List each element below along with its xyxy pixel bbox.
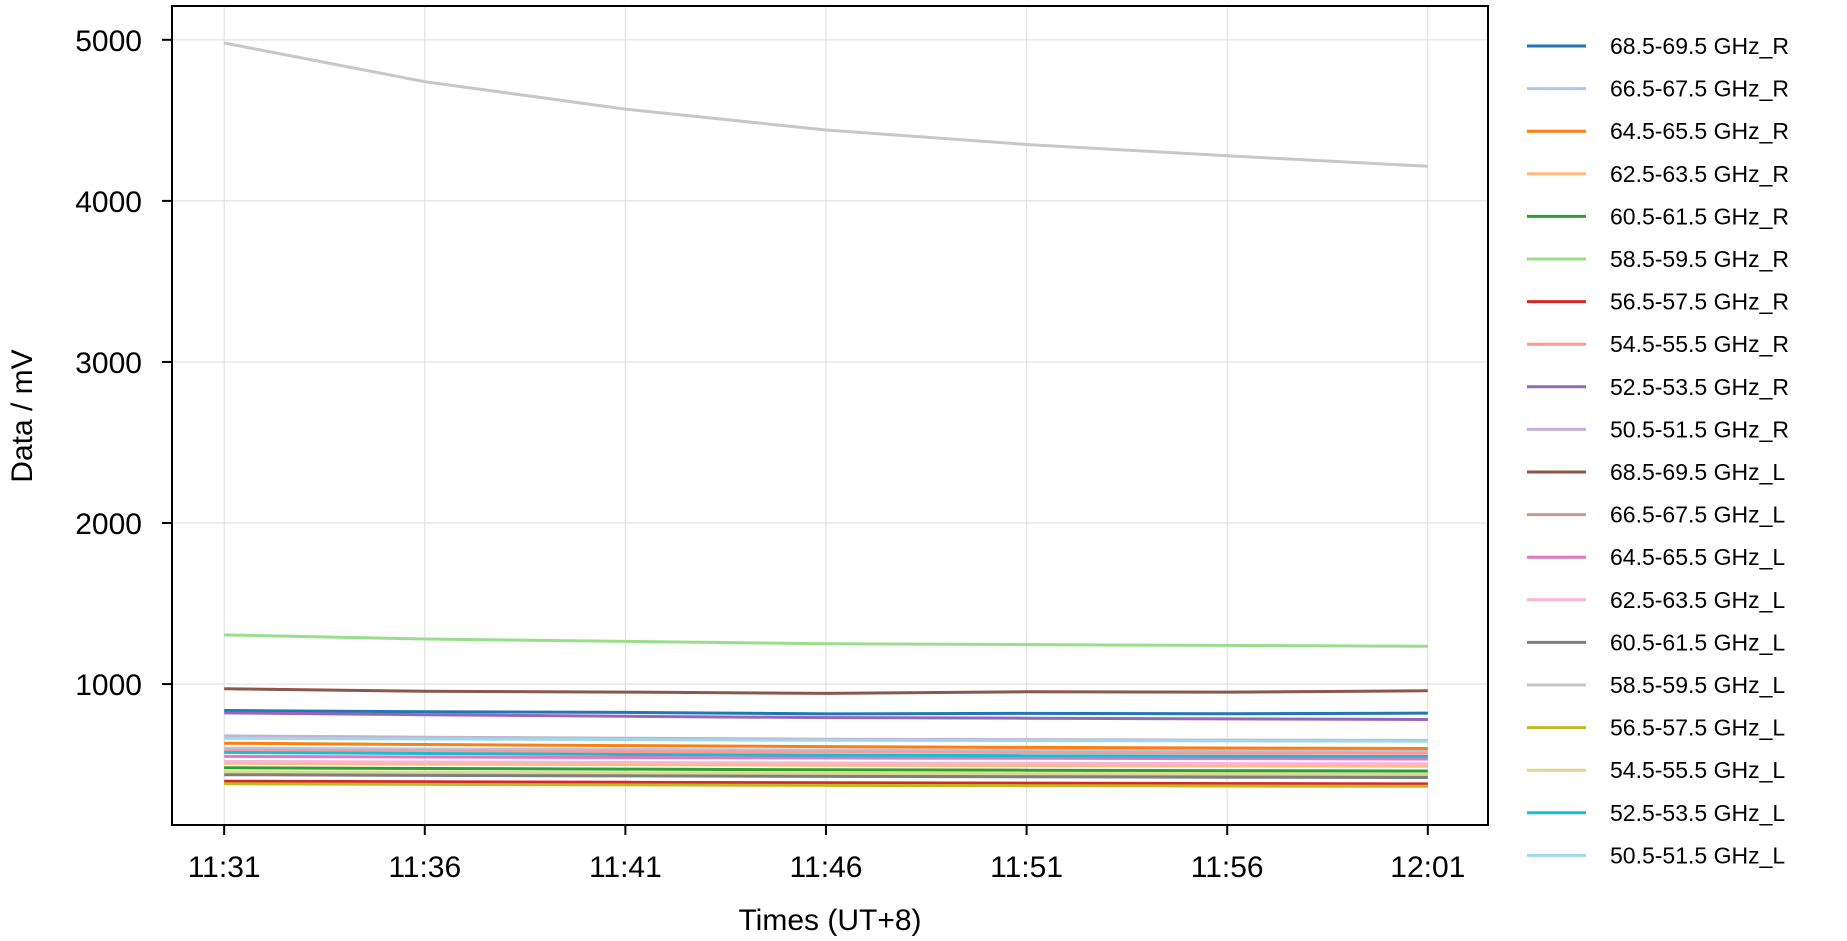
series-lines <box>223 41 1428 788</box>
series-line-58-5-59-5-ghz-l <box>223 41 1428 168</box>
legend: 68.5-69.5 GHz_R 66.5-67.5 GHz_R 64.5-65.5 … <box>1527 33 1789 868</box>
legend-label: 68.5-69.5 GHz_L <box>1610 459 1785 485</box>
legend-label: 64.5-65.5 GHz_R <box>1610 118 1789 144</box>
series-line-54-5-55-5-ghz-l <box>224 770 1428 776</box>
series-line-60-5-61-5-ghz-r <box>224 766 1428 773</box>
series-line-68-5-69-5-ghz-r <box>224 709 1428 716</box>
series-line-54-5-55-5-ghz-r <box>224 748 1428 755</box>
x-axis-label: Times (UT+8) <box>738 904 921 937</box>
x-tick-label: 11:51 <box>990 851 1063 884</box>
legend-label: 58.5-59.5 GHz_L <box>1610 672 1785 698</box>
x-tick-label: 11:56 <box>1191 851 1264 884</box>
legend-label: 54.5-55.5 GHz_R <box>1610 331 1789 357</box>
legend-label: 62.5-63.5 GHz_L <box>1610 587 1785 613</box>
series-line-62-5-63-5-ghz-r <box>224 761 1428 768</box>
series-line-52-5-53-5-ghz-l <box>224 750 1428 758</box>
legend-label: 66.5-67.5 GHz_L <box>1610 502 1785 528</box>
x-tick-label: 11:41 <box>589 851 662 884</box>
series-line-64-5-65-5-ghz-l <box>224 754 1428 761</box>
series-line-64-5-65-5-ghz-r <box>224 741 1428 750</box>
y-tick-label: 3000 <box>75 347 142 380</box>
legend-label: 62.5-63.5 GHz_R <box>1610 161 1789 187</box>
y-tick-label: 1000 <box>75 669 142 702</box>
series-line-56-5-57-5-ghz-r <box>224 779 1428 786</box>
x-tick-label: 11:36 <box>388 851 461 884</box>
legend-label: 54.5-55.5 GHz_L <box>1610 757 1785 783</box>
legend-label: 50.5-51.5 GHz_L <box>1610 842 1785 868</box>
grid <box>172 6 1488 825</box>
legend-label: 56.5-57.5 GHz_L <box>1610 715 1785 741</box>
series-line-66-5-67-5-ghz-r <box>224 746 1428 753</box>
legend-label: 50.5-51.5 GHz_R <box>1610 416 1789 442</box>
series-line-58-5-59-5-ghz-r <box>224 633 1428 648</box>
legend-label: 58.5-59.5 GHz_R <box>1610 246 1789 272</box>
legend-label: 52.5-53.5 GHz_L <box>1610 800 1785 826</box>
series-line-52-5-53-5-ghz-r <box>224 711 1428 721</box>
legend-label: 60.5-61.5 GHz_R <box>1610 203 1789 229</box>
x-tick-label: 11:31 <box>188 851 261 884</box>
legend-label: 66.5-67.5 GHz_R <box>1610 76 1789 102</box>
legend-label: 60.5-61.5 GHz_L <box>1610 629 1785 655</box>
y-tick-label: 4000 <box>75 186 142 219</box>
series-line-50-5-51-5-ghz-l <box>224 736 1428 743</box>
axis-ticks: 11:31 11:36 11:41 11:46 11:51 11:56 12:01 1000 2… <box>75 25 1465 884</box>
series-line-68-5-69-5-ghz-l <box>224 687 1428 695</box>
legend-label: 64.5-65.5 GHz_L <box>1610 544 1785 570</box>
y-axis-label: Data / mV <box>6 349 39 482</box>
legend-label: 56.5-57.5 GHz_R <box>1610 289 1789 315</box>
y-tick-label: 5000 <box>75 25 142 58</box>
y-tick-label: 2000 <box>75 508 142 541</box>
series-line-62-5-63-5-ghz-l <box>224 759 1428 766</box>
series-line-60-5-61-5-ghz-l <box>224 773 1428 779</box>
series-line-56-5-57-5-ghz-l <box>224 782 1428 788</box>
x-tick-label: 11:46 <box>790 851 863 884</box>
x-tick-label: 12:01 <box>1390 851 1465 884</box>
legend-label: 68.5-69.5 GHz_R <box>1610 33 1789 59</box>
legend-label: 52.5-53.5 GHz_R <box>1610 374 1789 400</box>
plot-frame <box>171 5 1489 826</box>
